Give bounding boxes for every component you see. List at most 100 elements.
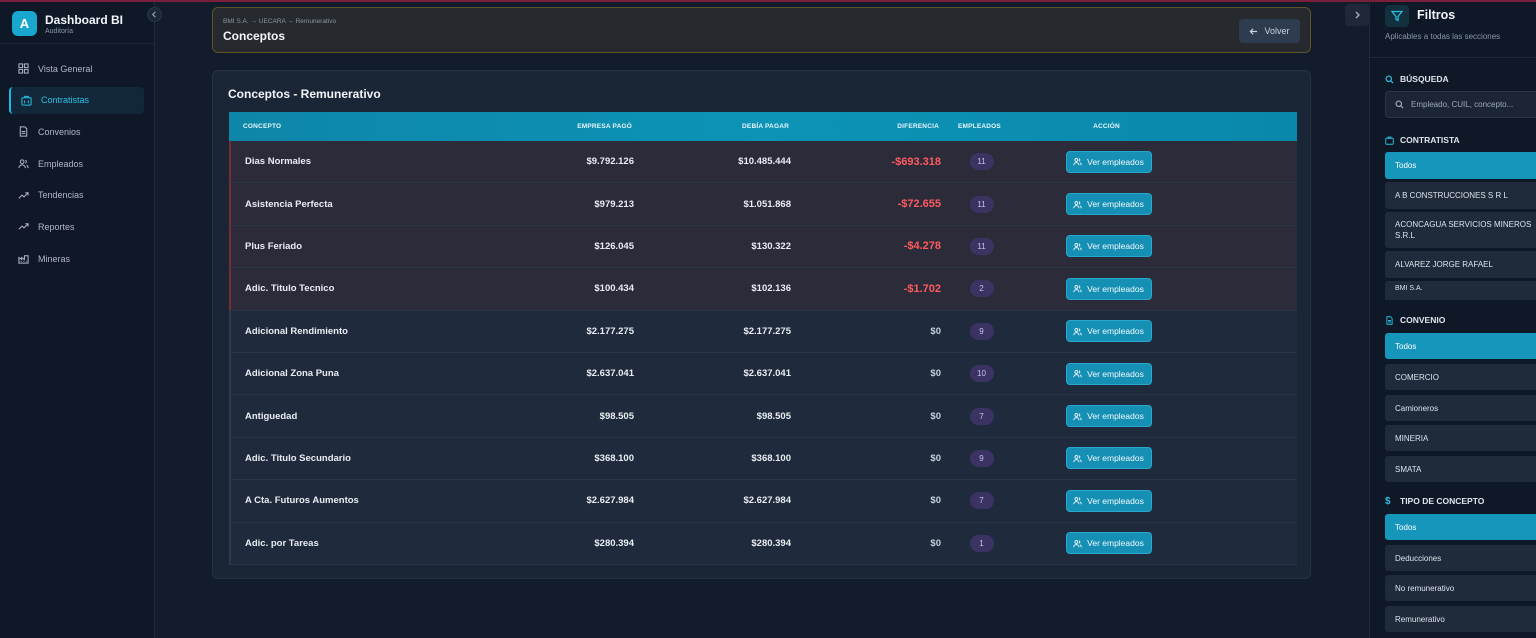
cell-concepto: Adicional Rendimiento: [245, 325, 348, 337]
brand-subtitle: Auditoría: [45, 27, 74, 35]
building-icon: [21, 95, 32, 106]
brand[interactable]: A Dashboard BI Auditoría: [0, 0, 154, 44]
cell-empleados: 11: [941, 237, 1022, 255]
contratista-option-todos[interactable]: Todos: [1385, 152, 1536, 179]
ver-empleados-button[interactable]: Ver empleados: [1065, 489, 1152, 512]
column-header-debia-pagar[interactable]: DEBÍA PAGAR: [742, 123, 789, 130]
column-header-empleados[interactable]: EMPLEADOS: [958, 123, 1001, 130]
convenio-option[interactable]: COMERCIO: [1385, 364, 1536, 390]
table-row: Adicional Rendimiento $2.177.275 $2.177.27…: [229, 310, 1297, 353]
cell-empresa-pago: $2.627.984: [586, 495, 634, 507]
cell-diferencia: -$693.318: [891, 155, 941, 168]
ver-empleados-button[interactable]: Ver empleados: [1065, 362, 1152, 385]
cell-empleados: 2: [941, 280, 1022, 298]
users-icon: [1073, 200, 1082, 208]
trend-icon: [18, 191, 29, 199]
convenio-option-todos[interactable]: Todos: [1385, 333, 1536, 359]
cell-diferencia: $0: [930, 410, 941, 422]
ver-empleados-button[interactable]: Ver empleados: [1065, 193, 1152, 216]
sidebar-item-label: Tendencias: [38, 190, 84, 201]
ver-empleados-button[interactable]: Ver empleados: [1065, 150, 1152, 173]
cell-accion: Ver empleados: [1022, 405, 1195, 428]
sidebar-item-mineras[interactable]: Mineras: [9, 245, 144, 272]
table-row: Adicional Zona Puna $2.637.041 $2.637.041 $…: [229, 352, 1297, 396]
sidebar-item-label: Reportes: [38, 221, 75, 232]
empleados-count-badge: 7: [969, 407, 994, 425]
sidebar-item-convenios[interactable]: Convenios: [9, 118, 144, 145]
page-title: Conceptos: [223, 29, 286, 43]
cell-concepto: Dias Normales: [245, 156, 312, 168]
cell-debia-pagar: $1.051.868: [743, 198, 791, 210]
sidebar-item-label: Mineras: [38, 253, 71, 264]
empleados-count-badge: 11: [969, 153, 994, 171]
tipo-option[interactable]: No remunerativo: [1385, 575, 1536, 601]
users-icon: [1073, 243, 1082, 251]
ver-empleados-button[interactable]: Ver empleados: [1065, 320, 1152, 343]
sidebar-item-contratistas[interactable]: Contratistas: [9, 86, 144, 114]
ver-empleados-button[interactable]: Ver empleados: [1065, 235, 1152, 258]
tipo-option[interactable]: Deducciones: [1385, 545, 1536, 571]
arrow-left-icon: [1250, 27, 1258, 35]
tipo-option-todos[interactable]: Todos: [1385, 514, 1536, 540]
brand-title: Dashboard BI: [45, 12, 124, 27]
users-icon: [1073, 285, 1082, 293]
brand-logo: A: [12, 11, 37, 36]
contratista-option[interactable]: ALVAREZ JORGE RAFAEL: [1385, 251, 1536, 278]
filters-panel: Filtros Aplicables a todas las secciones…: [1369, 0, 1536, 638]
table-row: Adic. Titulo Tecnico $100.434 $102.136 -$1.…: [229, 268, 1297, 311]
ver-empleados-button[interactable]: Ver empleados: [1065, 532, 1152, 555]
cell-accion: Ver empleados: [1022, 193, 1195, 216]
search-section-title: BÚSQUEDA: [1385, 74, 1449, 84]
sidebar-item-vista-general[interactable]: Vista General: [9, 55, 144, 82]
toggle-filters-button[interactable]: [1345, 4, 1369, 26]
table-body: Dias Normales $9.792.126 $10.485.444 -$693.…: [229, 141, 1297, 565]
cell-empresa-pago: $98.505: [599, 410, 634, 422]
ver-empleados-button[interactable]: Ver empleados: [1065, 277, 1152, 300]
tipo-option[interactable]: Remunerativo: [1385, 606, 1536, 632]
cell-debia-pagar: $10.485.444: [738, 156, 791, 168]
cell-accion: Ver empleados: [1022, 277, 1195, 300]
building-icon: [1385, 136, 1394, 145]
column-header-accion: ACCIÓN: [1093, 123, 1120, 130]
cell-empleados: 7: [941, 492, 1022, 510]
cell-diferencia: $0: [930, 368, 941, 380]
contratista-option[interactable]: A B CONSTRUCCIONES S R L: [1385, 182, 1536, 209]
cell-debia-pagar: $2.637.041: [743, 368, 791, 380]
tipo-concepto-section-title: $ TIPO DE CONCEPTO: [1385, 496, 1484, 506]
ver-empleados-button[interactable]: Ver empleados: [1065, 447, 1152, 470]
column-header-empresa-pago[interactable]: EMPRESA PAGÓ: [577, 123, 632, 130]
back-button[interactable]: Volver: [1239, 19, 1300, 43]
convenio-option[interactable]: Camioneros: [1385, 395, 1536, 421]
ver-empleados-button[interactable]: Ver empleados: [1065, 405, 1152, 428]
cell-empresa-pago: $2.177.275: [586, 325, 634, 337]
contratista-option[interactable]: ACONCAGUA SERVICIOS MINEROS S.R.L: [1385, 212, 1536, 248]
column-header-concepto[interactable]: CONCEPTO: [243, 123, 282, 130]
ver-empleados-label: Ver empleados: [1087, 326, 1144, 337]
users-icon: [18, 159, 29, 169]
conceptos-card: Conceptos - Remunerativo CONCEPTO EMPRES…: [212, 70, 1311, 579]
cell-accion: Ver empleados: [1022, 447, 1195, 470]
contratista-options[interactable]: Todos A B CONSTRUCCIONES S R L ACONCAGUA…: [1385, 152, 1536, 300]
empleados-count-badge: 9: [969, 449, 994, 467]
sidebar-item-label: Convenios: [38, 126, 81, 137]
search-placeholder: Empleado, CUIL, concepto...: [1411, 100, 1514, 109]
contratista-option[interactable]: BMI S.A.: [1385, 281, 1536, 300]
column-header-diferencia[interactable]: DIFERENCIA: [897, 123, 939, 130]
filter-icon: [1385, 5, 1409, 27]
sidebar-item-reportes[interactable]: Reportes: [9, 213, 144, 240]
sidebar-item-label: Vista General: [38, 63, 93, 74]
convenio-option[interactable]: SMATA: [1385, 456, 1536, 482]
search-input[interactable]: Empleado, CUIL, concepto...: [1385, 91, 1536, 118]
cell-concepto: Antiguedad: [245, 410, 298, 422]
sidebar-item-tendencias[interactable]: Tendencias: [9, 182, 144, 209]
cell-concepto: Adic. por Tareas: [245, 537, 319, 549]
convenio-option[interactable]: MINERIA: [1385, 425, 1536, 451]
sidebar-item-label: Contratistas: [41, 95, 90, 106]
ver-empleados-label: Ver empleados: [1087, 283, 1144, 294]
cell-empleados: 10: [941, 365, 1022, 383]
cell-accion: Ver empleados: [1022, 532, 1195, 555]
collapse-sidebar-button[interactable]: [147, 7, 162, 22]
sidebar-item-empleados[interactable]: Empleados: [9, 150, 144, 177]
empleados-count-badge: 11: [969, 195, 994, 213]
empleados-count-badge: 7: [969, 492, 994, 510]
